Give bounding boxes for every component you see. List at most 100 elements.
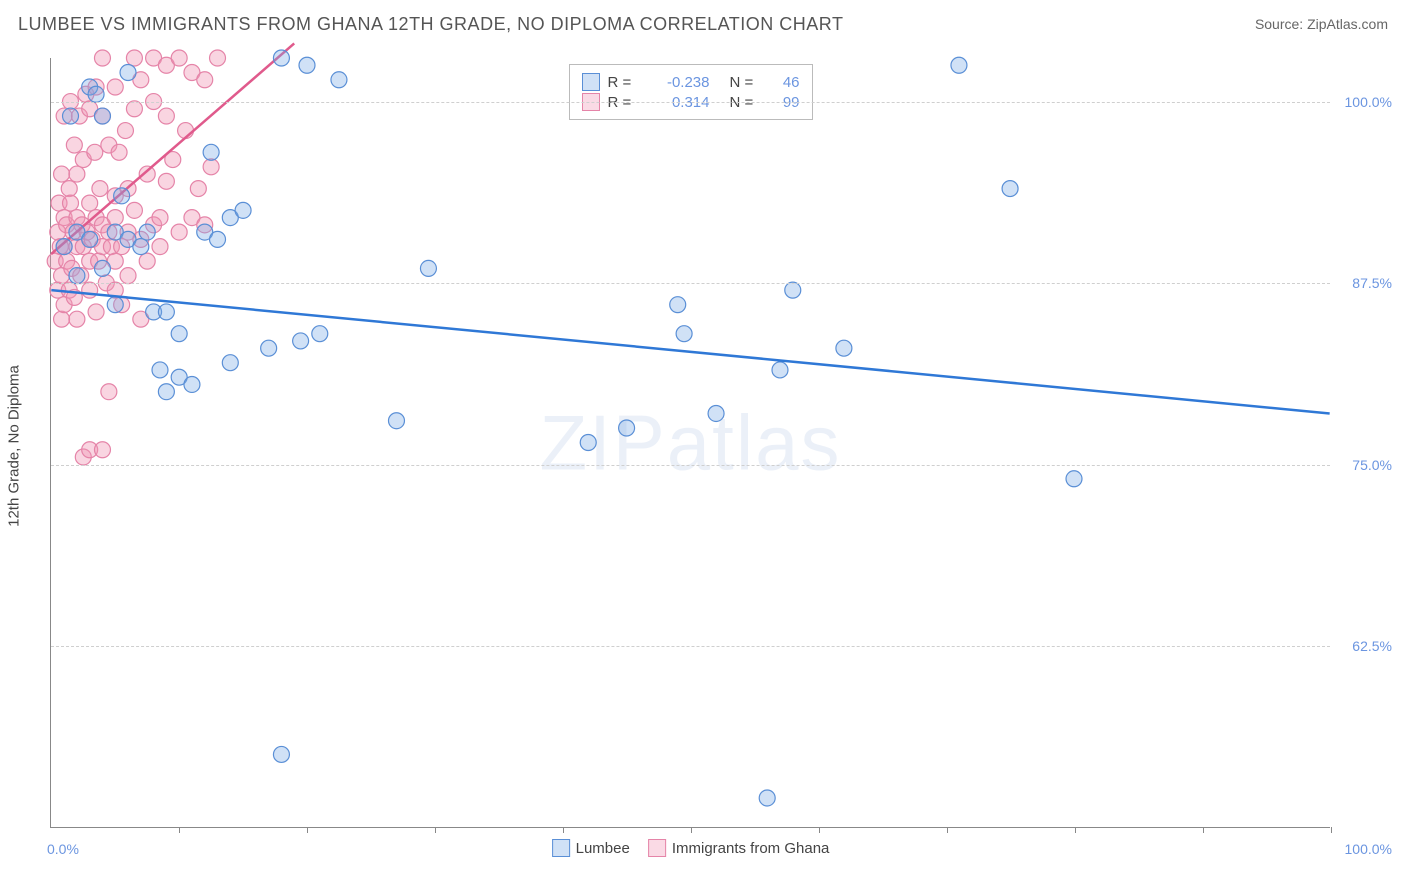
ghana-point [94, 442, 110, 458]
source-credit: Source: ZipAtlas.com [1255, 16, 1388, 32]
x-tick [1203, 827, 1204, 833]
lumbee-point [670, 297, 686, 313]
lumbee-point [759, 790, 775, 806]
legend-row-blue: R = -0.238 N = 46 [582, 73, 800, 91]
chart-svg [51, 58, 1330, 827]
ghana-point [82, 282, 98, 298]
lumbee-point [293, 333, 309, 349]
lumbee-point [82, 231, 98, 247]
ghana-point [152, 239, 168, 255]
lumbee-point [158, 304, 174, 320]
ghana-point [210, 50, 226, 66]
ghana-point [94, 50, 110, 66]
ghana-point [158, 173, 174, 189]
x-tick [1075, 827, 1076, 833]
lumbee-point [580, 435, 596, 451]
lumbee-point [708, 405, 724, 421]
lumbee-point [619, 420, 635, 436]
lumbee-point [273, 50, 289, 66]
ghana-point [66, 137, 82, 153]
y-tick-label: 87.5% [1336, 275, 1392, 291]
lumbee-point [69, 268, 85, 284]
lumbee-point [222, 355, 238, 371]
ghana-point [171, 224, 187, 240]
r-value-blue: -0.238 [650, 74, 710, 91]
source-prefix: Source: [1255, 16, 1307, 32]
lumbee-point [56, 239, 72, 255]
lumbee-point [331, 72, 347, 88]
ghana-point [63, 195, 79, 211]
ghana-point [54, 311, 70, 327]
x-tick [435, 827, 436, 833]
r-label: R = [608, 74, 642, 91]
lumbee-point [94, 108, 110, 124]
lumbee-point [388, 413, 404, 429]
ghana-point [101, 384, 117, 400]
lumbee-point [133, 239, 149, 255]
ghana-point [126, 50, 142, 66]
ghana-point [88, 304, 104, 320]
lumbee-point [139, 224, 155, 240]
y-tick-label: 75.0% [1336, 457, 1392, 473]
legend-label-ghana: Immigrants from Ghana [672, 840, 830, 857]
lumbee-trendline [51, 290, 1329, 413]
legend-item-ghana: Immigrants from Ghana [648, 839, 830, 857]
lumbee-point [785, 282, 801, 298]
n-label: N = [730, 74, 760, 91]
ghana-point [126, 202, 142, 218]
lumbee-point [676, 326, 692, 342]
lumbee-point [184, 376, 200, 392]
legend-correlation: R = -0.238 N = 46 R = 0.314 N = 99 [569, 64, 813, 120]
ghana-point [61, 181, 77, 197]
ghana-point [120, 268, 136, 284]
legend-item-lumbee: Lumbee [552, 839, 630, 857]
ghana-point [87, 144, 103, 160]
x-tick [691, 827, 692, 833]
lumbee-point [772, 362, 788, 378]
y-tick-label: 62.5% [1336, 638, 1392, 654]
ghana-point [107, 79, 123, 95]
lumbee-point [120, 65, 136, 81]
swatch-pink-icon [648, 839, 666, 857]
x-tick [307, 827, 308, 833]
ghana-point [152, 210, 168, 226]
ghana-point [190, 181, 206, 197]
lumbee-point [171, 326, 187, 342]
ghana-point [69, 311, 85, 327]
x-tick [1331, 827, 1332, 833]
gridline [51, 646, 1330, 647]
y-tick-label: 100.0% [1336, 94, 1392, 110]
ghana-point [158, 108, 174, 124]
lumbee-point [203, 144, 219, 160]
lumbee-point [261, 340, 277, 356]
lumbee-point [94, 260, 110, 276]
ghana-point [139, 253, 155, 269]
lumbee-point [312, 326, 328, 342]
legend-series: Lumbee Immigrants from Ghana [552, 839, 830, 857]
ghana-point [117, 123, 133, 139]
source-link[interactable]: ZipAtlas.com [1307, 16, 1388, 32]
ghana-point [54, 166, 70, 182]
ghana-point [107, 210, 123, 226]
legend-label-lumbee: Lumbee [576, 840, 630, 857]
swatch-blue-icon [582, 73, 600, 91]
ghana-point [126, 101, 142, 117]
lumbee-point [210, 231, 226, 247]
swatch-blue-icon [552, 839, 570, 857]
x-tick [819, 827, 820, 833]
x-tick [179, 827, 180, 833]
lumbee-point [836, 340, 852, 356]
lumbee-point [951, 57, 967, 73]
ghana-point [92, 181, 108, 197]
ghana-point [111, 144, 127, 160]
chart-header: LUMBEE VS IMMIGRANTS FROM GHANA 12TH GRA… [0, 0, 1406, 48]
ghana-point [203, 159, 219, 175]
lumbee-point [273, 746, 289, 762]
y-axis-title: 12th Grade, No Diploma [6, 365, 23, 527]
x-axis-min-label: 0.0% [47, 841, 79, 857]
lumbee-point [1002, 181, 1018, 197]
x-tick [563, 827, 564, 833]
lumbee-point [107, 297, 123, 313]
ghana-point [171, 50, 187, 66]
n-value-blue: 46 [768, 74, 800, 91]
